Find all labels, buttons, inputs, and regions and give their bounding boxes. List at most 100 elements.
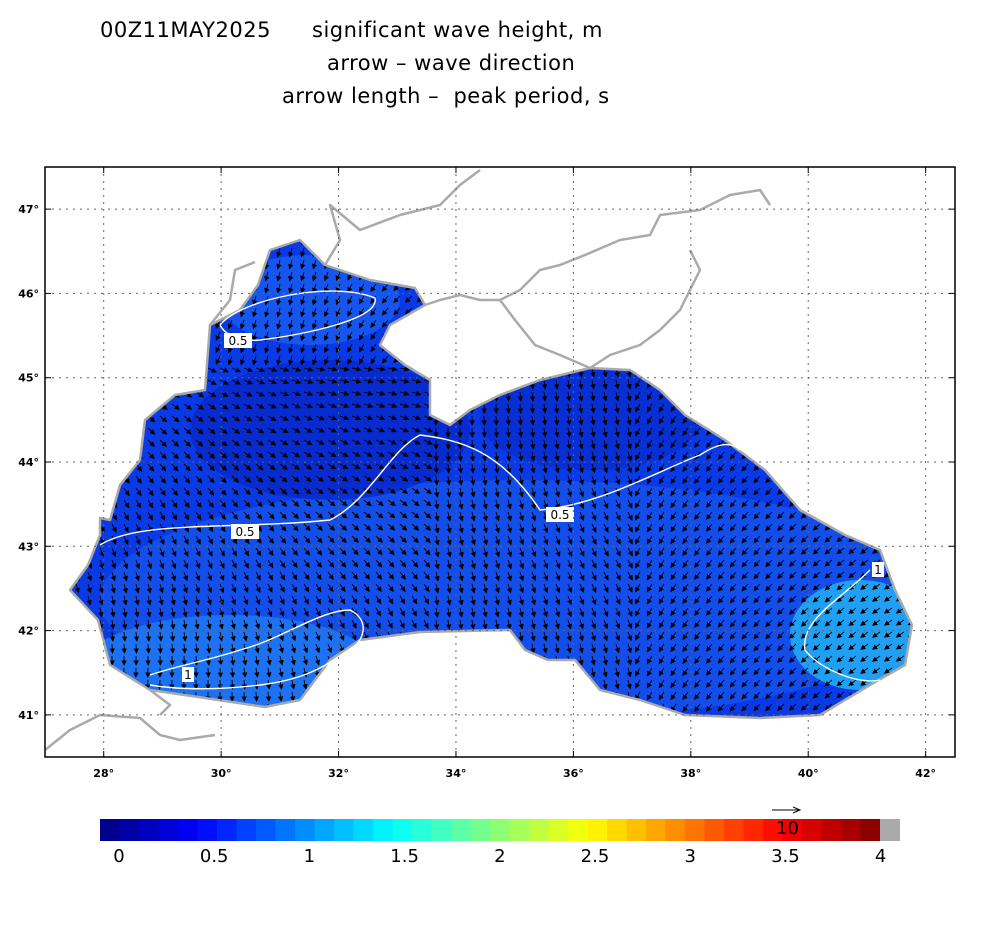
wave-arrow — [195, 439, 204, 447]
wave-arrow — [312, 319, 318, 330]
colorbar-swatch — [100, 819, 120, 841]
wave-arrow — [91, 355, 101, 362]
wave-arrow — [312, 271, 318, 282]
wave-arrow — [445, 463, 452, 474]
wave-arrow — [428, 343, 437, 351]
wave-arrow — [428, 271, 437, 279]
wave-arrow — [731, 283, 737, 293]
wave-arrow — [836, 487, 845, 495]
wave-arrow — [157, 715, 161, 718]
wave-arrow — [707, 295, 713, 306]
colorbar-swatch — [724, 819, 744, 841]
wave-arrow — [529, 691, 536, 702]
wave-arrow — [883, 367, 893, 374]
colorbar-swatch — [626, 819, 647, 841]
wave-arrow — [859, 343, 869, 350]
wave-arrow — [812, 451, 821, 459]
wave-arrow — [159, 427, 168, 435]
wave-arrow — [824, 475, 833, 483]
wave-arrow — [339, 415, 350, 421]
wave-arrow — [626, 439, 632, 450]
wave-arrow — [541, 703, 548, 714]
wave-arrow — [63, 692, 64, 701]
wave-arrow — [554, 667, 560, 678]
wave-arrow — [765, 259, 773, 268]
contour-label: 0.5 — [235, 525, 254, 539]
wave-arrow — [707, 259, 713, 270]
wave-arrow — [860, 439, 869, 446]
wave-arrow — [327, 427, 337, 433]
wave-arrow — [694, 367, 701, 377]
wave-arrow — [123, 427, 132, 435]
wave-arrow — [507, 715, 510, 718]
wave-arrow — [362, 679, 368, 690]
wave-arrow — [848, 379, 857, 387]
wave-arrow — [239, 319, 246, 330]
wave-arrow — [362, 667, 368, 678]
wave-arrow — [602, 403, 608, 414]
wave-arrow — [135, 391, 145, 398]
wave-arrow — [672, 295, 678, 306]
wave-arrow — [682, 391, 689, 401]
wave-arrow — [907, 391, 912, 398]
wave-arrow — [907, 607, 912, 614]
wave-arrow — [347, 331, 353, 341]
wave-arrow — [135, 379, 145, 386]
wave-arrow — [75, 367, 85, 373]
colorbar-swatch — [587, 819, 608, 841]
wave-arrow — [578, 463, 584, 474]
wave-arrow — [554, 439, 560, 450]
wave-arrow — [706, 415, 713, 424]
wave-arrow — [363, 643, 369, 654]
wave-arrow — [765, 403, 773, 412]
wave-arrow — [717, 415, 725, 424]
wave-arrow — [909, 331, 912, 340]
wave-arrow — [393, 259, 401, 268]
wave-arrow — [684, 271, 690, 282]
wave-arrow — [75, 499, 82, 509]
wave-arrow — [614, 703, 620, 714]
wave-arrow — [859, 319, 869, 326]
wave-arrow — [575, 271, 581, 281]
wave-arrow — [682, 367, 689, 377]
wave-arrow — [239, 271, 246, 282]
wave-arrow — [549, 283, 557, 292]
wave-arrow — [590, 463, 596, 474]
wave-arrow — [195, 427, 204, 435]
wave-arrow — [587, 331, 593, 341]
wave-arrow — [848, 499, 857, 507]
wave-arrow — [488, 307, 497, 314]
wave-arrow — [614, 415, 620, 426]
wave-arrow — [717, 367, 725, 376]
colorbar-swatch — [802, 819, 822, 841]
wave-arrow — [267, 427, 277, 434]
wave-arrow — [475, 331, 485, 338]
wave-arrow — [171, 367, 181, 373]
wave-arrow — [375, 655, 381, 666]
wave-arrow — [541, 379, 548, 390]
wave-arrow — [884, 259, 893, 267]
wave-arrow — [203, 319, 209, 329]
wave-arrow — [327, 366, 338, 372]
wave-arrow — [753, 415, 761, 424]
wave-arrow — [524, 259, 533, 267]
wave-arrow — [215, 355, 221, 366]
wave-arrow — [635, 415, 641, 425]
wave-arrow — [895, 499, 905, 506]
wave-arrow — [859, 247, 869, 254]
wave-arrow — [358, 355, 365, 365]
wave-arrow — [812, 463, 821, 471]
wave-arrow — [884, 247, 893, 255]
wave-arrow — [602, 427, 608, 438]
wave-arrow — [587, 240, 593, 245]
wave-arrow — [312, 343, 318, 354]
wave-arrow — [411, 415, 422, 421]
wave-arrow — [648, 247, 654, 258]
wave-arrow — [611, 343, 617, 354]
wave-arrow — [288, 331, 294, 342]
wave-arrow — [399, 402, 410, 409]
wave-arrow — [315, 715, 318, 718]
wave-arrow — [566, 403, 572, 414]
wave-arrow — [907, 595, 912, 602]
wave-arrow — [276, 283, 282, 294]
